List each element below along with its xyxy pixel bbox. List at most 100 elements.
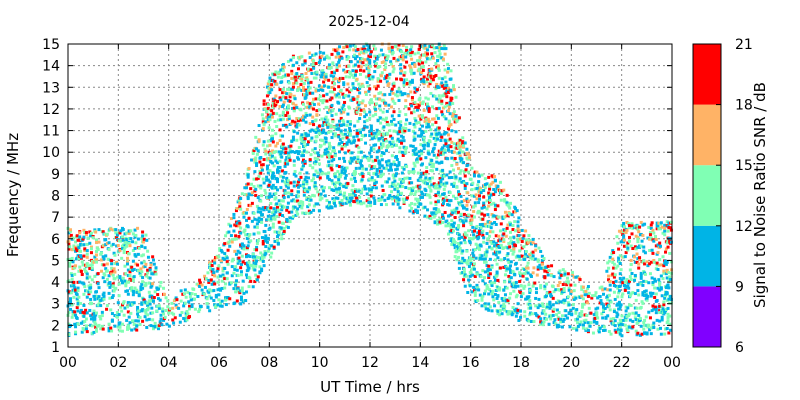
snr-point	[270, 251, 274, 255]
snr-point	[485, 182, 489, 186]
snr-point	[359, 138, 363, 142]
snr-point	[474, 242, 478, 246]
snr-point	[417, 68, 421, 72]
snr-point	[232, 229, 236, 233]
snr-point	[278, 88, 282, 92]
snr-point	[93, 317, 97, 321]
snr-point	[126, 327, 130, 331]
snr-point	[213, 258, 217, 262]
snr-point	[457, 167, 461, 171]
snr-point	[594, 291, 598, 295]
snr-point	[247, 240, 251, 244]
snr-point	[276, 230, 280, 234]
snr-point	[257, 206, 261, 210]
snr-point	[602, 306, 606, 310]
snr-point	[511, 228, 515, 232]
snr-point	[286, 73, 290, 77]
snr-point	[115, 244, 119, 248]
snr-point	[443, 105, 447, 109]
snr-point	[125, 318, 129, 322]
snr-point	[307, 81, 311, 85]
snr-point	[563, 298, 567, 302]
snr-point	[337, 52, 341, 56]
snr-point	[527, 234, 531, 238]
snr-point	[138, 322, 142, 326]
snr-point	[279, 134, 283, 138]
snr-point	[131, 232, 135, 236]
snr-point	[437, 76, 441, 80]
snr-point	[330, 163, 334, 167]
snr-point	[472, 262, 476, 266]
snr-point	[365, 199, 369, 203]
snr-point	[260, 257, 264, 261]
snr-point	[276, 238, 280, 242]
snr-point	[623, 280, 627, 284]
snr-point	[213, 303, 217, 307]
snr-point	[436, 200, 440, 204]
snr-point	[461, 204, 465, 208]
snr-point	[121, 243, 125, 247]
snr-point	[312, 177, 316, 181]
snr-point	[363, 110, 367, 114]
snr-point	[545, 317, 549, 321]
snr-point	[481, 233, 485, 237]
snr-point	[265, 158, 269, 162]
snr-point	[254, 159, 258, 163]
snr-point	[71, 267, 75, 271]
snr-point	[275, 125, 279, 129]
snr-point	[445, 83, 449, 87]
snr-point	[434, 87, 438, 91]
snr-point	[320, 85, 324, 89]
snr-point	[368, 164, 372, 168]
snr-point	[432, 146, 436, 150]
snr-point	[453, 255, 457, 259]
snr-point	[558, 280, 562, 284]
snr-point	[420, 61, 424, 65]
snr-point	[415, 103, 419, 107]
snr-point	[302, 149, 306, 153]
snr-point	[339, 131, 343, 135]
snr-point	[286, 111, 290, 115]
snr-point	[510, 282, 514, 286]
snr-point	[429, 189, 433, 193]
snr-point	[368, 48, 372, 52]
snr-point	[543, 275, 547, 279]
snr-point	[445, 95, 449, 99]
snr-point	[358, 166, 362, 170]
snr-point	[394, 93, 398, 97]
snr-point	[469, 177, 473, 181]
snr-point	[410, 45, 414, 49]
snr-point	[324, 137, 328, 141]
snr-point	[505, 265, 509, 269]
snr-point	[140, 261, 144, 265]
snr-point	[409, 48, 413, 52]
snr-point	[416, 184, 420, 188]
snr-point	[458, 171, 462, 175]
snr-point	[104, 267, 108, 271]
snr-point	[137, 246, 141, 250]
snr-point	[76, 300, 80, 304]
snr-point	[198, 281, 202, 285]
snr-point	[381, 110, 385, 114]
snr-point	[188, 307, 192, 311]
snr-point	[296, 152, 300, 156]
snr-point	[540, 258, 544, 262]
snr-point	[403, 51, 407, 55]
snr-point	[543, 269, 547, 273]
snr-point	[342, 45, 346, 49]
snr-point	[368, 101, 372, 105]
snr-point	[492, 240, 496, 244]
snr-point	[301, 102, 305, 106]
snr-point	[466, 291, 470, 295]
snr-point	[493, 275, 497, 279]
snr-point	[69, 228, 73, 232]
snr-point	[359, 50, 363, 54]
snr-point	[279, 174, 283, 178]
snr-point	[82, 314, 86, 318]
snr-point	[508, 269, 512, 273]
snr-point	[85, 242, 89, 246]
snr-point	[350, 73, 354, 77]
snr-point	[280, 150, 284, 154]
snr-point	[110, 270, 114, 274]
snr-point	[591, 331, 595, 335]
